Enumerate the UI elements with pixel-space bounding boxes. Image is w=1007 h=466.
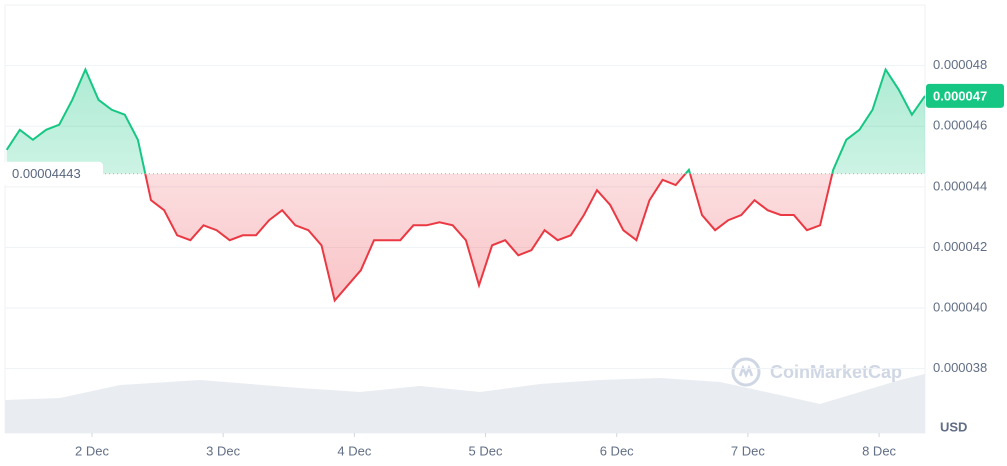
x-tick-label: 3 Dec: [206, 443, 240, 458]
y-tick-label: 0.000046: [933, 118, 987, 133]
reference-badge: [3, 161, 103, 186]
watermark: CoinMarketCap: [770, 362, 902, 382]
volume-area: [5, 374, 925, 433]
watermark-logo: [731, 357, 761, 387]
y-tick-label: 0.000042: [933, 239, 987, 254]
y-tick-label: 0.000048: [933, 57, 987, 72]
x-tick-label: 5 Dec: [469, 443, 503, 458]
y-tick-label: 0.000044: [933, 178, 987, 193]
reference-label: 0.00004443: [12, 166, 81, 181]
x-tick-label: 7 Dec: [731, 443, 765, 458]
current-price-badge: [926, 83, 1004, 108]
x-tick-label: 2 Dec: [75, 443, 109, 458]
y-axis-label: USD: [940, 419, 967, 434]
x-tick-label: 8 Dec: [862, 443, 896, 458]
y-tick-label: 0.000040: [933, 299, 987, 314]
x-tick-label: 4 Dec: [337, 443, 371, 458]
line-down: [144, 173, 834, 303]
current-price-label: 0.000047: [933, 88, 987, 103]
y-tick-label: 0.000038: [933, 360, 987, 375]
area-down: [6, 173, 925, 301]
x-tick-label: 6 Dec: [600, 443, 634, 458]
